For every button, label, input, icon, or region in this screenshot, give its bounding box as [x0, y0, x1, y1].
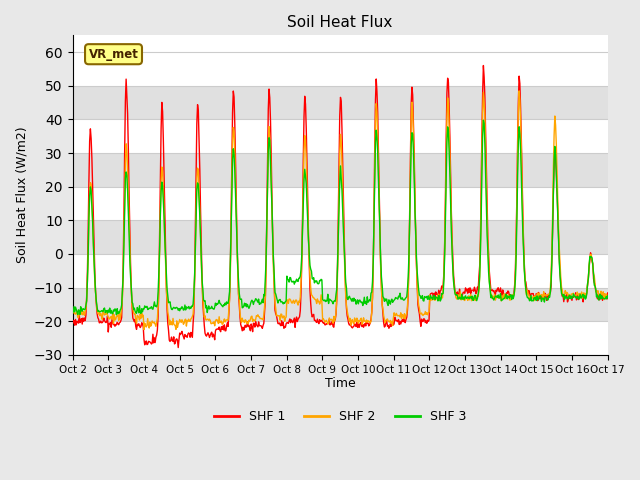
- Line: SHF 3: SHF 3: [72, 120, 608, 315]
- X-axis label: Time: Time: [324, 377, 355, 390]
- SHF 1: [479, 63, 487, 69]
- SHF 2: [68, 311, 76, 316]
- Bar: [72, 220, 608, 254]
- SHF 2: [78, 312, 86, 318]
- SHF 3: [113, 312, 120, 318]
- SHF 3: [479, 117, 487, 123]
- SHF 2: [217, 319, 225, 325]
- Bar: [72, 187, 608, 220]
- SHF 3: [422, 294, 429, 300]
- Bar: [72, 254, 608, 288]
- SHF 2: [140, 327, 148, 333]
- Bar: [72, 153, 608, 187]
- SHF 1: [68, 317, 76, 323]
- Bar: [72, 86, 608, 120]
- Line: SHF 1: SHF 1: [72, 66, 608, 348]
- SHF 2: [134, 312, 141, 318]
- SHF 1: [174, 345, 182, 350]
- SHF 1: [217, 329, 225, 335]
- Text: VR_met: VR_met: [88, 48, 138, 60]
- SHF 1: [78, 321, 86, 327]
- SHF 3: [217, 301, 225, 307]
- SHF 2: [189, 313, 196, 319]
- Bar: [72, 120, 608, 153]
- Bar: [72, 52, 608, 86]
- SHF 2: [422, 309, 429, 314]
- Line: SHF 2: SHF 2: [72, 91, 608, 330]
- Legend: SHF 1, SHF 2, SHF 3: SHF 1, SHF 2, SHF 3: [209, 406, 471, 429]
- SHF 1: [189, 335, 196, 340]
- SHF 1: [604, 290, 612, 296]
- Y-axis label: Soil Heat Flux (W/m2): Soil Heat Flux (W/m2): [15, 127, 28, 264]
- SHF 3: [604, 293, 612, 299]
- SHF 3: [78, 309, 86, 314]
- SHF 1: [422, 320, 429, 325]
- SHF 3: [189, 303, 196, 309]
- SHF 2: [515, 88, 523, 94]
- SHF 3: [134, 307, 142, 312]
- SHF 1: [134, 321, 141, 327]
- SHF 3: [68, 309, 76, 314]
- SHF 1: [406, 208, 413, 214]
- Bar: [72, 288, 608, 321]
- SHF 2: [604, 294, 612, 300]
- Title: Soil Heat Flux: Soil Heat Flux: [287, 15, 393, 30]
- SHF 2: [406, 215, 413, 221]
- SHF 3: [406, 217, 413, 223]
